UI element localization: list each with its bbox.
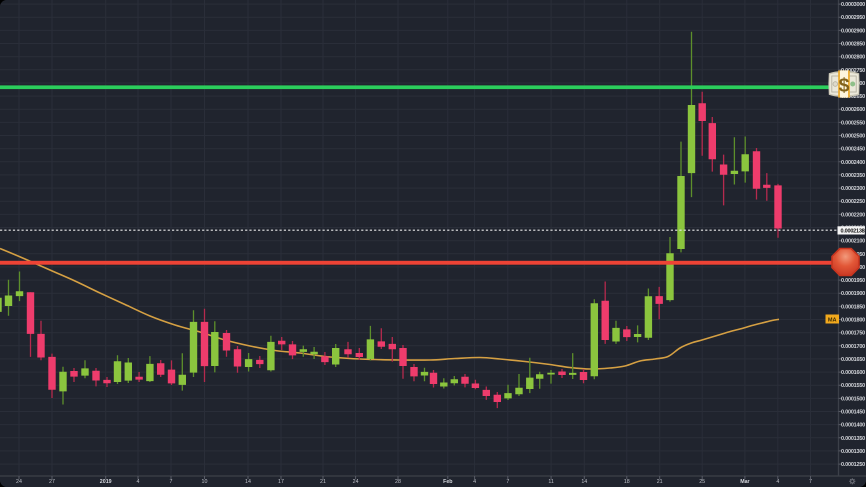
svg-text:0.0002650: 0.0002650	[841, 94, 865, 100]
svg-text:0.0002400: 0.0002400	[841, 160, 865, 166]
svg-text:7: 7	[170, 479, 173, 485]
svg-text:0.0002100: 0.0002100	[841, 239, 865, 245]
svg-text:0.0001950: 0.0001950	[841, 278, 865, 284]
svg-text:0.0001350: 0.0001350	[841, 436, 865, 442]
svg-text:4: 4	[473, 479, 476, 485]
svg-text:0.0002500: 0.0002500	[841, 134, 865, 140]
svg-text:0.0001300: 0.0001300	[841, 449, 865, 455]
svg-text:24: 24	[353, 479, 359, 485]
svg-text:0.0002750: 0.0002750	[841, 68, 865, 74]
svg-text:0.0001900: 0.0001900	[841, 291, 865, 297]
svg-text:Mar: Mar	[740, 479, 749, 485]
svg-text:25: 25	[699, 479, 705, 485]
svg-text:0.0001400: 0.0001400	[841, 423, 865, 429]
svg-text:0.0001500: 0.0001500	[841, 396, 865, 402]
svg-text:0.0002450: 0.0002450	[841, 147, 865, 153]
svg-text:2019: 2019	[100, 479, 112, 485]
svg-text:0.0003000: 0.0003000	[841, 2, 865, 8]
svg-text:0.0002300: 0.0002300	[841, 186, 865, 192]
svg-text:4: 4	[137, 479, 140, 485]
svg-text:4: 4	[776, 479, 779, 485]
svg-text:Feb: Feb	[443, 479, 453, 485]
svg-text:0.0002800: 0.0002800	[841, 55, 865, 61]
svg-text:0.0001700: 0.0001700	[841, 344, 865, 350]
svg-text:0.0001250: 0.0001250	[841, 462, 865, 468]
svg-text:10: 10	[202, 479, 208, 485]
svg-text:27: 27	[49, 479, 55, 485]
svg-text:0.0001600: 0.0001600	[841, 370, 865, 376]
svg-text:7: 7	[506, 479, 509, 485]
svg-text:0.0002200: 0.0002200	[841, 212, 865, 218]
svg-text:0.0002850: 0.0002850	[841, 42, 865, 48]
svg-text:0.0002350: 0.0002350	[841, 173, 865, 179]
svg-text:18: 18	[624, 479, 630, 485]
svg-text:0.0001750: 0.0001750	[841, 331, 865, 337]
svg-text:$: $	[839, 74, 850, 96]
svg-text:0.0002138: 0.0002138	[841, 229, 865, 235]
svg-text:24: 24	[16, 479, 22, 485]
svg-text:0.0001450: 0.0001450	[841, 410, 865, 416]
svg-text:0.0001850: 0.0001850	[841, 304, 865, 310]
svg-text:14: 14	[581, 479, 587, 485]
svg-text:17: 17	[278, 479, 284, 485]
svg-text:0.0002250: 0.0002250	[841, 199, 865, 205]
svg-text:0.0001650: 0.0001650	[841, 357, 865, 363]
svg-text:0.0002900: 0.0002900	[841, 28, 865, 34]
svg-text:7: 7	[809, 479, 812, 485]
svg-text:14: 14	[245, 479, 251, 485]
svg-text:0.0001550: 0.0001550	[841, 383, 865, 389]
svg-text:0.0002950: 0.0002950	[841, 15, 865, 21]
svg-text:21: 21	[657, 479, 663, 485]
svg-text:0.0002550: 0.0002550	[841, 120, 865, 126]
svg-text:11: 11	[548, 479, 554, 485]
svg-text:28: 28	[395, 479, 401, 485]
svg-text:0.0002600: 0.0002600	[841, 107, 865, 113]
svg-text:0.0001800: 0.0001800	[841, 318, 865, 324]
svg-text:MA: MA	[828, 318, 837, 324]
svg-text:21: 21	[320, 479, 326, 485]
